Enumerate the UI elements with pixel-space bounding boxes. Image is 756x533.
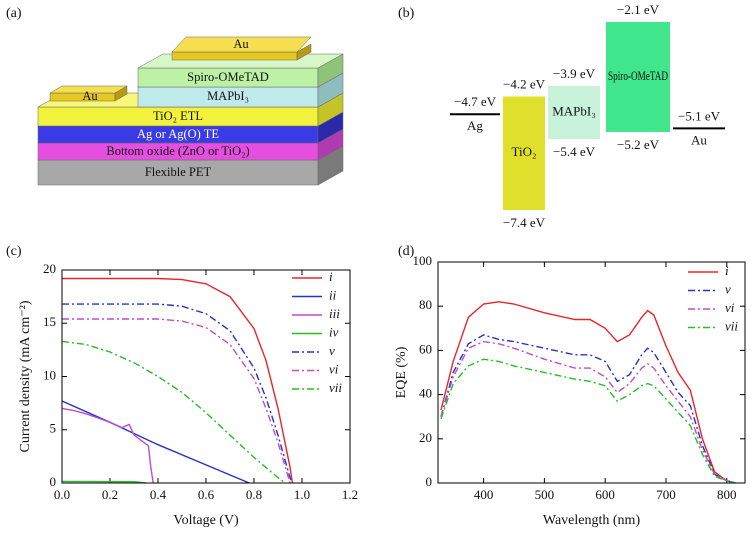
panel-label: (a) bbox=[6, 6, 22, 21]
electrode-top bbox=[171, 36, 312, 53]
x-tick-label: 0.0 bbox=[54, 487, 70, 502]
level-label: −4.7 eV bbox=[454, 94, 497, 109]
band bbox=[503, 96, 545, 210]
layer-label: Bottom oxide (ZnO or TiO₂) bbox=[106, 144, 249, 158]
level-label: −2.1 eV bbox=[617, 2, 660, 17]
layer-label: MAPbI₃ bbox=[207, 89, 249, 103]
material-name: Spiro-OMeTAD bbox=[608, 68, 668, 83]
y-tick-label: 0 bbox=[426, 474, 433, 489]
y-tick-label: 60 bbox=[419, 341, 432, 356]
y-tick-label: 80 bbox=[419, 297, 432, 312]
y-axis-label: EQE (%) bbox=[394, 346, 409, 398]
x-tick-label: 1.0 bbox=[294, 487, 310, 502]
electrode-label: Au bbox=[233, 37, 249, 51]
legend-label: iv bbox=[329, 324, 339, 339]
layer-label: Flexible PET bbox=[145, 165, 212, 179]
material-name: Au bbox=[691, 132, 707, 147]
layer-label: TiO₂ ETL bbox=[153, 109, 203, 123]
electrode-side bbox=[296, 43, 312, 61]
x-tick-label: 700 bbox=[656, 487, 676, 502]
y-tick-label: 20 bbox=[43, 261, 56, 276]
material-name: MAPbI₃ bbox=[552, 103, 596, 118]
series-line bbox=[440, 334, 737, 484]
layer-label: Ag or Ag(O) TE bbox=[137, 127, 219, 141]
series-line bbox=[62, 318, 291, 484]
series-line bbox=[61, 340, 286, 484]
level-label: −3.9 eV bbox=[553, 66, 596, 81]
series-line bbox=[62, 277, 294, 484]
y-axis-label: Current density (mA cm⁻²) bbox=[18, 300, 33, 452]
series-line bbox=[440, 358, 737, 484]
electrode-label: Au bbox=[82, 89, 98, 103]
series-line bbox=[61, 407, 154, 484]
series-line bbox=[62, 303, 294, 484]
level-label: −5.2 eV bbox=[617, 137, 660, 152]
legend-label: iii bbox=[329, 306, 340, 321]
x-tick-label: 800 bbox=[717, 487, 737, 502]
x-tick-label: 0.6 bbox=[198, 487, 215, 502]
legend-label: v bbox=[725, 281, 731, 296]
band bbox=[548, 85, 600, 140]
series-line bbox=[440, 340, 737, 484]
electrode-top bbox=[49, 85, 128, 94]
legend-label: i bbox=[725, 263, 729, 278]
y-tick-label: 10 bbox=[43, 367, 56, 382]
y-tick-label: 0 bbox=[50, 474, 57, 489]
x-tick-label: 600 bbox=[595, 487, 615, 502]
y-tick-label: 40 bbox=[419, 386, 432, 401]
panel-label: (c) bbox=[6, 244, 22, 259]
material-name: Ag bbox=[467, 118, 483, 133]
level-label: −5.1 eV bbox=[678, 108, 721, 123]
level-label: −7.4 eV bbox=[503, 215, 546, 230]
device-stack bbox=[37, 36, 344, 186]
band bbox=[606, 22, 670, 132]
x-axis-label: Voltage (V) bbox=[173, 513, 239, 528]
x-axis-label: Wavelength (nm) bbox=[543, 513, 641, 528]
series-line bbox=[61, 400, 250, 484]
material-name: TiO₂ bbox=[511, 144, 536, 159]
y-tick-label: 5 bbox=[50, 421, 57, 436]
x-tick-label: 400 bbox=[474, 487, 494, 502]
legend-label: i bbox=[329, 269, 333, 284]
legend-label: vi bbox=[725, 300, 735, 315]
y-tick-label: 20 bbox=[419, 430, 432, 445]
x-tick-label: 1.2 bbox=[342, 487, 358, 502]
plot-frame bbox=[61, 269, 351, 484]
x-tick-label: 500 bbox=[535, 487, 555, 502]
panel-label: (b) bbox=[398, 6, 415, 21]
panel-label: (d) bbox=[398, 244, 415, 259]
legend-label: vii bbox=[329, 380, 342, 395]
x-tick-label: 0.4 bbox=[150, 487, 167, 502]
y-tick-label: 100 bbox=[413, 253, 433, 268]
plot-frame bbox=[437, 261, 746, 484]
legend-label: vi bbox=[329, 361, 339, 376]
electrode bbox=[171, 51, 298, 61]
x-tick-label: 0.2 bbox=[102, 487, 118, 502]
legend-label: vii bbox=[725, 318, 738, 333]
legend-label: v bbox=[329, 343, 335, 358]
y-tick-label: 15 bbox=[43, 314, 56, 329]
layer-label: Spiro-OMeTAD bbox=[187, 70, 269, 84]
level-label: −5.4 eV bbox=[553, 144, 596, 159]
legend-label: ii bbox=[329, 287, 337, 302]
series-line bbox=[440, 301, 737, 484]
level-label: −4.2 eV bbox=[503, 76, 546, 91]
x-tick-label: 0.8 bbox=[246, 487, 262, 502]
